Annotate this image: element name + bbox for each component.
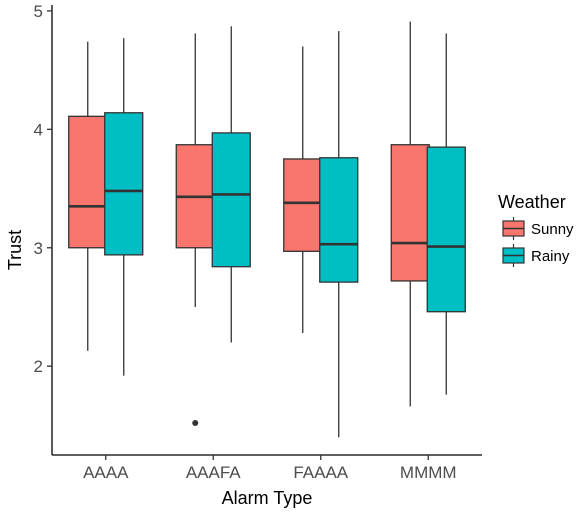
legend-item-rainy: Rainy: [500, 242, 570, 269]
legend: Weather Sunny Rainy: [498, 192, 574, 269]
box-mmmm-sunny: [390, 21, 430, 407]
box-faaaa-sunny: [283, 46, 323, 334]
box-iqr: [104, 112, 144, 256]
outlier-point: [192, 420, 199, 427]
legend-label: Sunny: [531, 221, 574, 238]
y-tick-label: 3: [34, 239, 43, 258]
y-tick-label: 2: [34, 357, 43, 376]
x-tick-label: MMMM: [400, 463, 457, 482]
box-iqr: [283, 158, 323, 252]
legend-item-sunny: Sunny: [500, 215, 574, 242]
box-iqr: [68, 115, 108, 249]
box-iqr: [319, 157, 359, 283]
y-axis-ticks: 2 3 4 5: [34, 2, 52, 376]
legend-items: Sunny Rainy: [500, 215, 574, 269]
box-aaaa-rainy: [104, 38, 144, 376]
legend-label: Rainy: [531, 248, 570, 265]
box-faaaa-rainy: [319, 31, 359, 438]
x-tick-label: FAAAA: [293, 463, 348, 482]
box-mmmm-rainy: [426, 33, 466, 395]
box-iqr: [211, 132, 251, 268]
box-aaafa-sunny: [175, 33, 215, 427]
y-axis-title: Trust: [5, 230, 25, 270]
legend-title: Weather: [498, 192, 566, 212]
x-axis-ticks: AAAA AAAFA FAAAA MMMM: [83, 455, 457, 482]
y-tick-label: 5: [34, 2, 43, 21]
x-axis-title: Alarm Type: [222, 488, 313, 508]
y-tick-label: 4: [34, 120, 43, 139]
box-aaafa-rainy: [211, 26, 251, 343]
box-aaaa-sunny: [68, 41, 108, 351]
x-tick-label: AAAFA: [186, 463, 241, 482]
x-tick-label: AAAA: [83, 463, 129, 482]
axes: 2 3 4 5 AAAA AAAFA FAAAA MMMM Alarm Type Trust: [5, 2, 482, 508]
plot-area: [68, 21, 466, 438]
box-iqr: [390, 144, 430, 282]
box-iqr: [426, 146, 466, 313]
